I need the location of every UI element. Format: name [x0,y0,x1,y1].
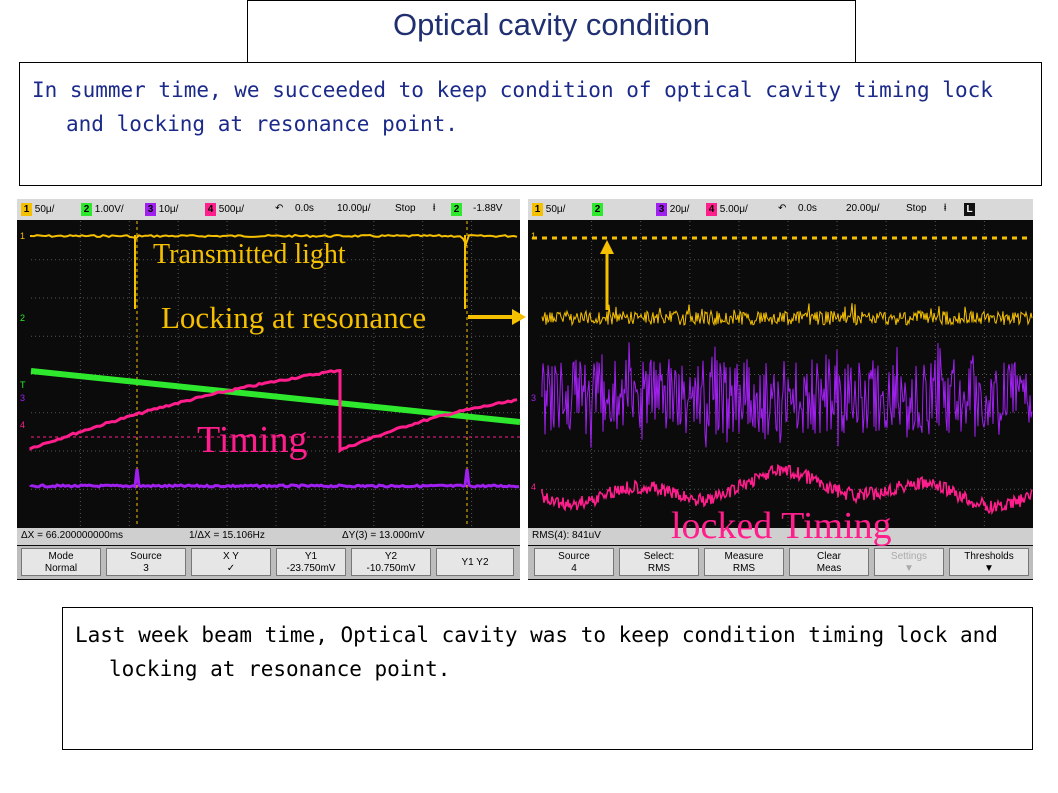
trigger-delay-icon: ↶ [275,203,284,214]
softkey-clear-meas[interactable]: Clear Meas [789,548,869,576]
scope-right-softkeys: Source 4 Select: RMS Measure RMS Clear Meas … [528,546,1033,579]
detector-trace [29,468,520,489]
softkey-xy[interactable]: X Y ✓ [191,548,271,576]
softkey-thresholds[interactable]: Thresholds ▼ [949,548,1029,576]
locked-transmission-trace [541,303,1033,327]
chevron-down-icon: ▼ [904,563,914,574]
timebase-value: 10.00μ/ [337,203,371,214]
softkey-mode[interactable]: Mode Normal [21,548,101,576]
trigger-level: -1.88V [473,203,503,214]
scope-left-softkeys: Mode Normal Source 3 X Y ✓ Y1 -23.750mV Y2 -1… [17,546,520,579]
ch1-indicator: 1 [21,203,32,216]
run-status: Stop [395,203,416,214]
scope-left-grid [31,221,520,526]
softkey-measure[interactable]: Measure RMS [704,548,784,576]
scope-left-status-bar: 1 50μ/ 2 1.00V/ 3 10μ/ 4 500μ/ ↶ 0.0s 10… [17,199,520,220]
scope-right-status-bar: 1 50μ/ 2 3 20μ/ 4 5.00μ/ ↶ 0.0s 20.00μ/ … [528,199,1033,220]
ch2-indicator: 2 [81,203,92,216]
trigger-delay-icon: ↶ [778,203,787,214]
trigger-channel: 2 [451,203,462,216]
softkey-y1[interactable]: Y1 -23.750mV [276,548,346,576]
lastweek-text-box: Last week beam time, Optical cavity was … [62,607,1033,750]
channel-marker: T [20,380,26,390]
title-box: Optical cavity condition [247,0,856,64]
lastweek-paragraph: Last week beam time, Optical cavity was … [75,623,998,681]
channel-marker: 1 [531,231,536,241]
ch4-scale: 500μ/ [218,204,245,215]
softkey-select[interactable]: Select: RMS [619,548,699,576]
trigger-edge-icon: ⱡ [433,203,436,214]
scope-right-waveforms: 1 3 4 [531,221,1033,526]
channel-marker: 2 [20,313,25,323]
softkey-source[interactable]: Source 3 [106,548,186,576]
annotation-timing: Timing [197,419,308,461]
scope-left-waveforms: 1 2 T 3 4 [20,221,520,527]
chevron-down-icon: ▼ [984,563,994,574]
trigger-channel: L [964,203,975,216]
ch4-scale: 5.00μ/ [719,204,748,215]
channel-marker: 3 [531,393,536,403]
delay-value: 0.0s [798,203,817,214]
channel-marker: 4 [531,482,536,492]
channel-marker: 1 [20,231,25,241]
ch1-indicator: 1 [532,203,543,216]
summer-paragraph: In summer time, we succeeded to keep con… [32,78,993,136]
inverse-delta-x-readout: 1/ΔX = 15.106Hz [189,530,265,541]
rms-readout: RMS(4): 841uV [532,530,601,541]
scope-left-measurement-bar: ΔX = 66.200000000ms 1/ΔX = 15.106Hz ΔY(3… [17,528,520,545]
scope-screenshot-left: 1 50μ/ 2 1.00V/ 3 10μ/ 4 500μ/ ↶ 0.0s 10… [17,199,520,580]
delay-value: 0.0s [295,203,314,214]
ch4-indicator: 4 [706,203,717,216]
annotation-locking-at-resonance: Locking at resonance [161,300,427,335]
softkey-settings[interactable]: Settings ▼ [874,548,944,576]
trigger-edge-icon: ⱡ [944,203,947,214]
slide-title: Optical cavity condition [392,7,711,42]
ch3-scale: 20μ/ [669,204,690,215]
annotation-transmitted-light: Transmitted light [153,239,346,270]
delta-y-readout: ΔY(3) = 13.000mV [342,530,425,541]
locked-timing-trace [541,463,1033,516]
softkey-y1y2[interactable]: Y1 Y2 [436,548,514,576]
delta-x-readout: ΔX = 66.200000000ms [21,530,124,541]
ch2-scale: 1.00V/ [94,204,124,215]
transmitted-light-trace [30,233,518,247]
scope-screenshot-right: 1 50μ/ 2 3 20μ/ 4 5.00μ/ ↶ 0.0s 20.00μ/ … [528,199,1033,580]
ramp-trace [30,368,520,425]
softkey-y2[interactable]: Y2 -10.750mV [351,548,431,576]
ch3-indicator: 3 [656,203,667,216]
ch4-indicator: 4 [205,203,216,216]
detector-noise-trace [541,342,1033,448]
channel-marker: 3 [20,393,25,403]
summer-text-box: In summer time, we succeeded to keep con… [19,62,1042,186]
scope-right-measurement-bar: RMS(4): 841uV [528,528,1033,545]
timebase-value: 20.00μ/ [846,203,880,214]
timing-trace [29,369,518,454]
softkey-source[interactable]: Source 4 [534,548,614,576]
ch1-scale: 50μ/ [545,204,566,215]
run-status: Stop [906,203,927,214]
ch3-indicator: 3 [145,203,156,216]
channel-marker: 4 [20,420,25,430]
ch2-indicator: 2 [592,203,603,216]
annotation-locked-timing: locked Timing [671,505,892,547]
ch1-scale: 50μ/ [34,204,55,215]
ch3-scale: 10μ/ [158,204,179,215]
